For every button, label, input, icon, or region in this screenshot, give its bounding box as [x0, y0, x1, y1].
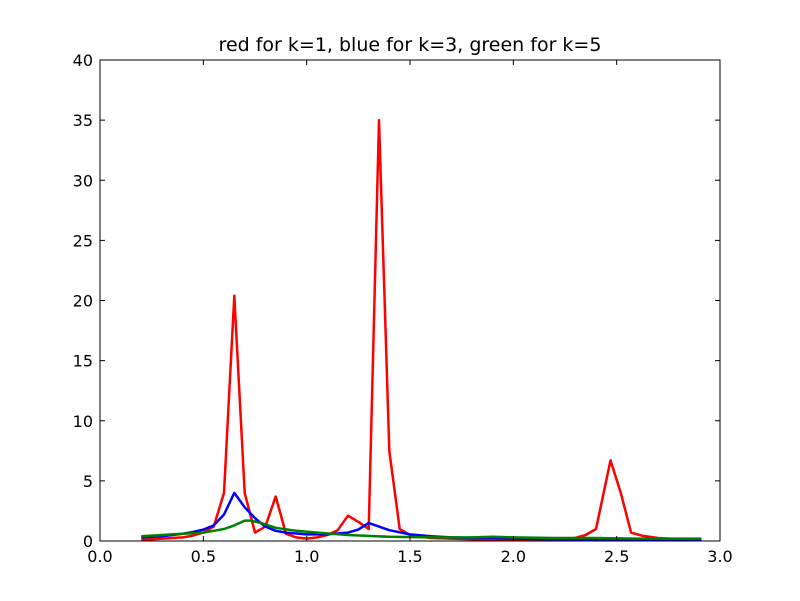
series-line-1 [141, 118, 702, 542]
y-tick-label: 40 [73, 51, 93, 70]
y-tick-label: 35 [73, 111, 93, 130]
x-tick-label: 2.0 [501, 547, 526, 566]
y-tick-label: 25 [73, 231, 93, 250]
x-tick-label: 0.0 [87, 547, 112, 566]
x-tick-label: 0.5 [191, 547, 216, 566]
x-tick-label: 2.5 [604, 547, 629, 566]
y-tick-label: 10 [73, 412, 93, 431]
x-tick-label: 1.0 [294, 547, 319, 566]
y-tick-label: 30 [73, 171, 93, 190]
y-tick-label: 15 [73, 352, 93, 371]
x-tick-label: 1.5 [397, 547, 422, 566]
chart-title: red for k=1, blue for k=3, green for k=5 [219, 34, 602, 56]
x-tick-label: 3.0 [707, 547, 732, 566]
ticks-layer: 0.0 0.5 1.0 1.5 2.0 2.5 3.0 0 5 10 15 20 25 30 35 40 [73, 51, 733, 566]
y-tick-label: 0 [83, 532, 93, 551]
y-tick-label: 5 [83, 472, 93, 491]
y-tick-label: 20 [73, 292, 93, 311]
series-line-3 [141, 519, 702, 540]
plot-frame [99, 59, 721, 542]
